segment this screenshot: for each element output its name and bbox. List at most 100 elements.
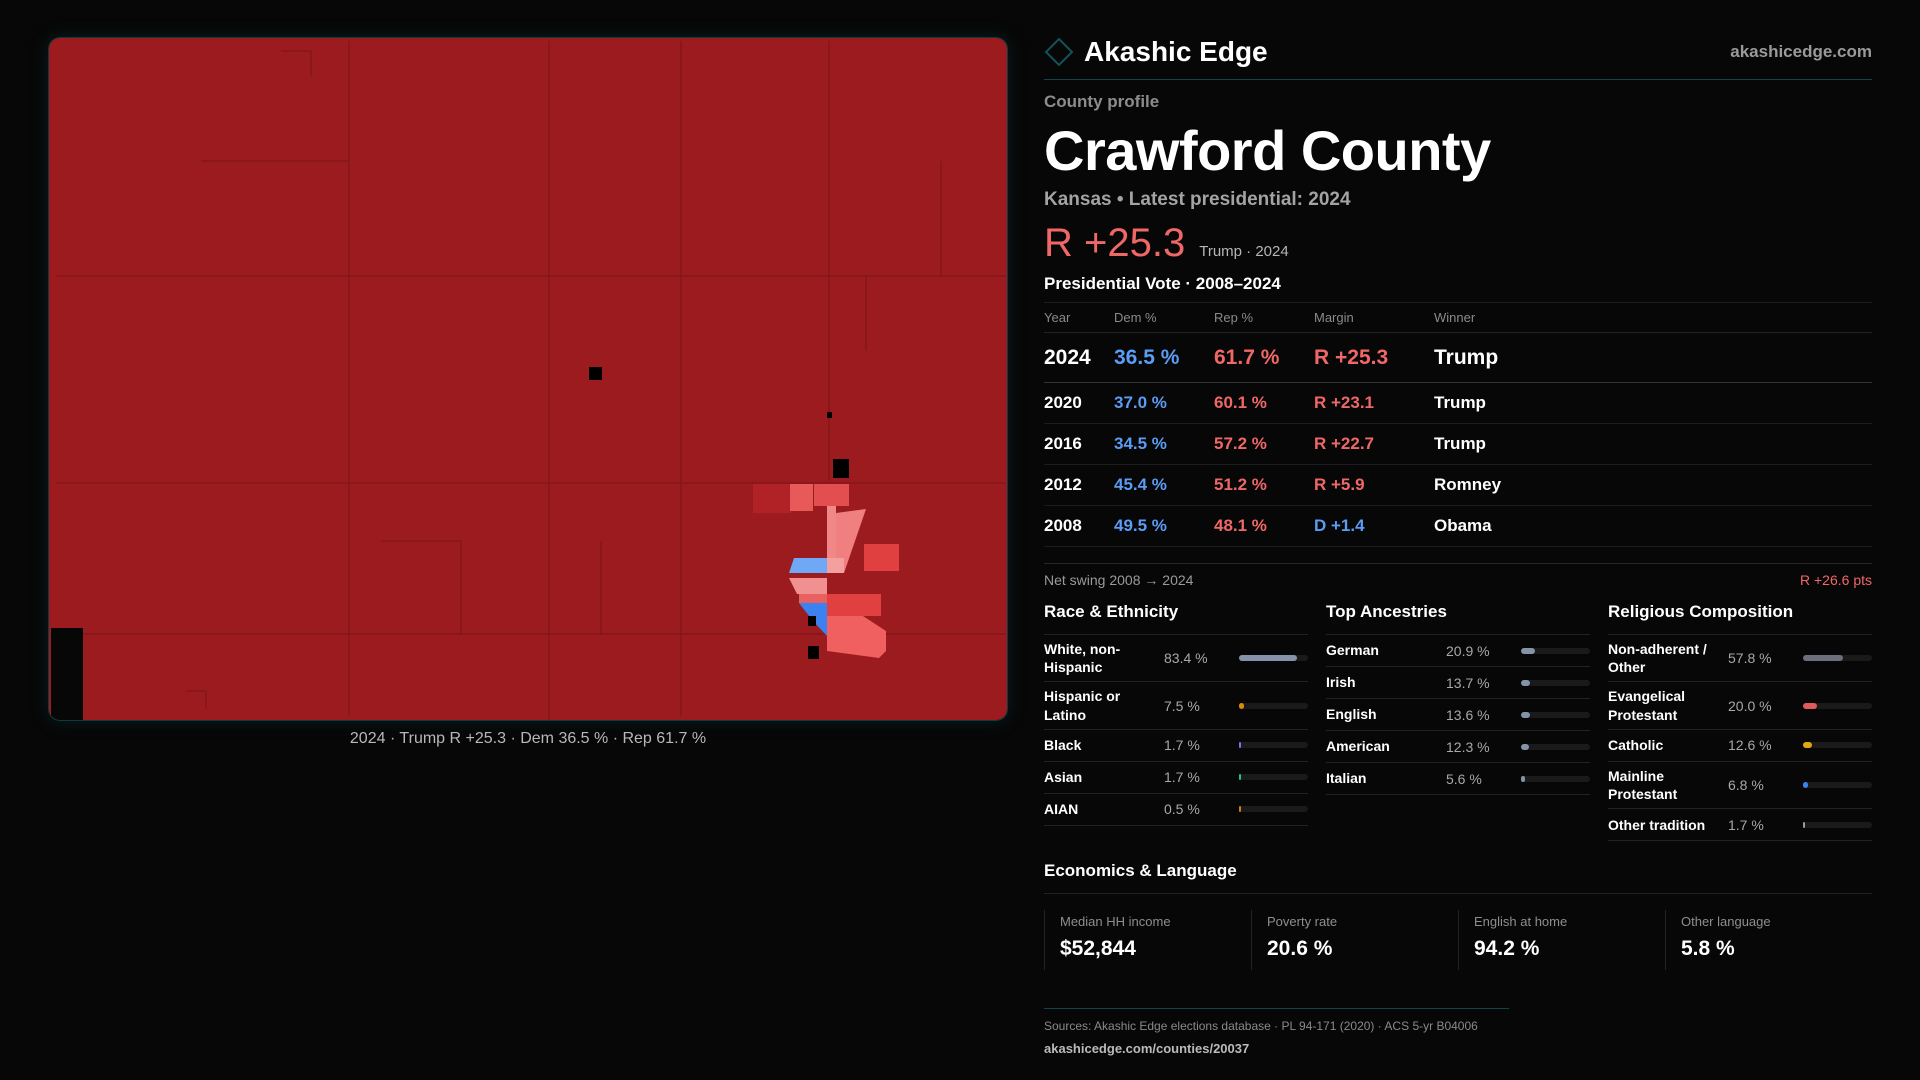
progress-bar	[1521, 743, 1590, 750]
race-title: Race & Ethnicity	[1044, 602, 1308, 635]
progress-bar	[1803, 742, 1872, 749]
item-label: Irish	[1326, 674, 1356, 691]
precinct[interactable]	[799, 594, 827, 603]
item-pct: 7.5 %	[1164, 697, 1200, 714]
precinct[interactable]	[827, 616, 886, 658]
headline-margin: R +25.3 Trump · 2024	[1044, 221, 1872, 266]
column-header: Margin	[1314, 302, 1434, 333]
list-item: Mainline Protestant 6.8 %	[1608, 762, 1872, 810]
table-row[interactable]: 2012 45.4 % 51.2 % R +5.9 Romney	[1044, 464, 1872, 506]
item-pct: 12.6 %	[1728, 737, 1772, 754]
stat-label: English at home	[1474, 914, 1568, 930]
item-label: Non-adherent / Other	[1608, 641, 1707, 676]
margin-value: R +25.3	[1044, 221, 1186, 265]
list-item: Black 1.7 %	[1044, 730, 1308, 762]
precinct-borders	[56, 41, 1006, 720]
table-row[interactable]: 2024 36.5 % 61.7 % R +25.3 Trump	[1044, 332, 1872, 383]
religion-section: Religious Composition Non-adherent / Othe…	[1608, 602, 1872, 842]
cell-rep: 60.1 %	[1214, 382, 1314, 424]
precinct[interactable]	[789, 578, 827, 594]
progress-fill	[1521, 711, 1531, 718]
cell-dem: 34.5 %	[1114, 423, 1214, 465]
progress-bar	[1239, 655, 1308, 662]
item-pct: 12.3 %	[1446, 738, 1490, 755]
list-item: German 20.9 %	[1326, 635, 1590, 667]
item-label: White, non-Hispanic	[1044, 641, 1121, 676]
unincorporated-area	[808, 646, 819, 659]
progress-bar	[1521, 647, 1590, 654]
progress-bar	[1521, 679, 1590, 686]
table-row[interactable]: 2008 49.5 % 48.1 % D +1.4 Obama	[1044, 505, 1872, 547]
brand-name: Akashic Edge	[1084, 35, 1268, 67]
precinct[interactable]	[789, 558, 827, 573]
cell-year: 2008	[1044, 505, 1114, 547]
progress-fill	[1803, 655, 1843, 662]
item-label: AIAN	[1044, 801, 1079, 818]
unincorporated-area	[589, 367, 602, 380]
cell-dem: 49.5 %	[1114, 505, 1214, 547]
item-pct: 5.6 %	[1446, 770, 1482, 787]
cell-dem: 37.0 %	[1114, 382, 1214, 424]
list-item: English 13.6 %	[1326, 699, 1590, 731]
unincorporated-area	[833, 459, 849, 478]
cell-year: 2024	[1044, 332, 1114, 383]
stat-card: English at home 94.2 %	[1458, 910, 1665, 971]
precinct[interactable]	[836, 509, 866, 573]
item-pct: 57.8 %	[1728, 650, 1772, 667]
page-title: Crawford County	[1044, 119, 1491, 182]
progress-bar	[1239, 806, 1308, 813]
swing-value: R +26.6 pts	[1800, 572, 1872, 588]
cell-margin: R +5.9	[1314, 464, 1434, 506]
county-map[interactable]	[48, 37, 1008, 721]
item-pct: 6.8 %	[1728, 776, 1764, 793]
progress-bar	[1803, 781, 1872, 788]
item-label: American	[1326, 738, 1390, 755]
precinct[interactable]	[827, 558, 844, 573]
stat-value: $52,844	[1060, 937, 1136, 961]
item-pct: 20.9 %	[1446, 642, 1490, 659]
cell-year: 2012	[1044, 464, 1114, 506]
cell-margin: R +23.1	[1314, 382, 1434, 424]
list-item: Catholic 12.6 %	[1608, 730, 1872, 762]
list-item: Asian 1.7 %	[1044, 762, 1308, 794]
progress-bar	[1239, 702, 1308, 709]
cell-year: 2020	[1044, 382, 1114, 424]
progress-bar	[1803, 702, 1872, 709]
precinct[interactable]	[827, 594, 881, 616]
column-header: Dem %	[1114, 302, 1214, 333]
stat-card: Median HH income $52,844	[1044, 910, 1251, 971]
precinct[interactable]	[827, 506, 836, 558]
item-label: Mainline Protestant	[1608, 767, 1678, 802]
cell-rep: 57.2 %	[1214, 423, 1314, 465]
item-label: Evangelical Protestant	[1608, 688, 1686, 723]
progress-fill	[1521, 775, 1525, 782]
stat-label: Other language	[1681, 914, 1771, 930]
cell-dem: 45.4 %	[1114, 464, 1214, 506]
table-row[interactable]: 2020 37.0 % 60.1 % R +23.1 Trump	[1044, 382, 1872, 424]
list-item: Evangelical Protestant 20.0 %	[1608, 682, 1872, 730]
site-link[interactable]: akashicedge.com	[1730, 41, 1872, 61]
item-pct: 20.0 %	[1728, 697, 1772, 714]
progress-fill	[1521, 743, 1530, 750]
precinct[interactable]	[790, 484, 813, 511]
list-item: Non-adherent / Other 57.8 %	[1608, 635, 1872, 683]
votes-table: Year Dem % Rep % Margin Winner 2024 36.5 % 61.…	[1044, 302, 1872, 547]
precinct[interactable]	[814, 484, 849, 506]
brand[interactable]: Akashic Edge	[1044, 36, 1268, 68]
sources: Sources: Akashic Edge elections database…	[1044, 1019, 1478, 1034]
column-header: Rep %	[1214, 302, 1314, 333]
item-label: English	[1326, 706, 1377, 723]
progress-fill	[1803, 781, 1808, 788]
stat-label: Median HH income	[1060, 914, 1171, 930]
cell-winner: Obama	[1434, 505, 1872, 547]
precinct[interactable]	[753, 484, 791, 513]
table-row[interactable]: 2016 34.5 % 57.2 % R +22.7 Trump	[1044, 423, 1872, 465]
precinct[interactable]	[864, 544, 899, 571]
list-item: White, non-Hispanic 83.4 %	[1044, 635, 1308, 683]
item-label: Hispanic or Latino	[1044, 688, 1121, 723]
item-pct: 1.7 %	[1164, 769, 1200, 786]
county-url[interactable]: akashicedge.com/counties/20037	[1044, 1041, 1250, 1057]
stat-value: 94.2 %	[1474, 937, 1540, 961]
list-item: AIAN 0.5 %	[1044, 794, 1308, 826]
map-caption: 2024 · Trump R +25.3 · Dem 36.5 % · Rep …	[349, 730, 707, 747]
